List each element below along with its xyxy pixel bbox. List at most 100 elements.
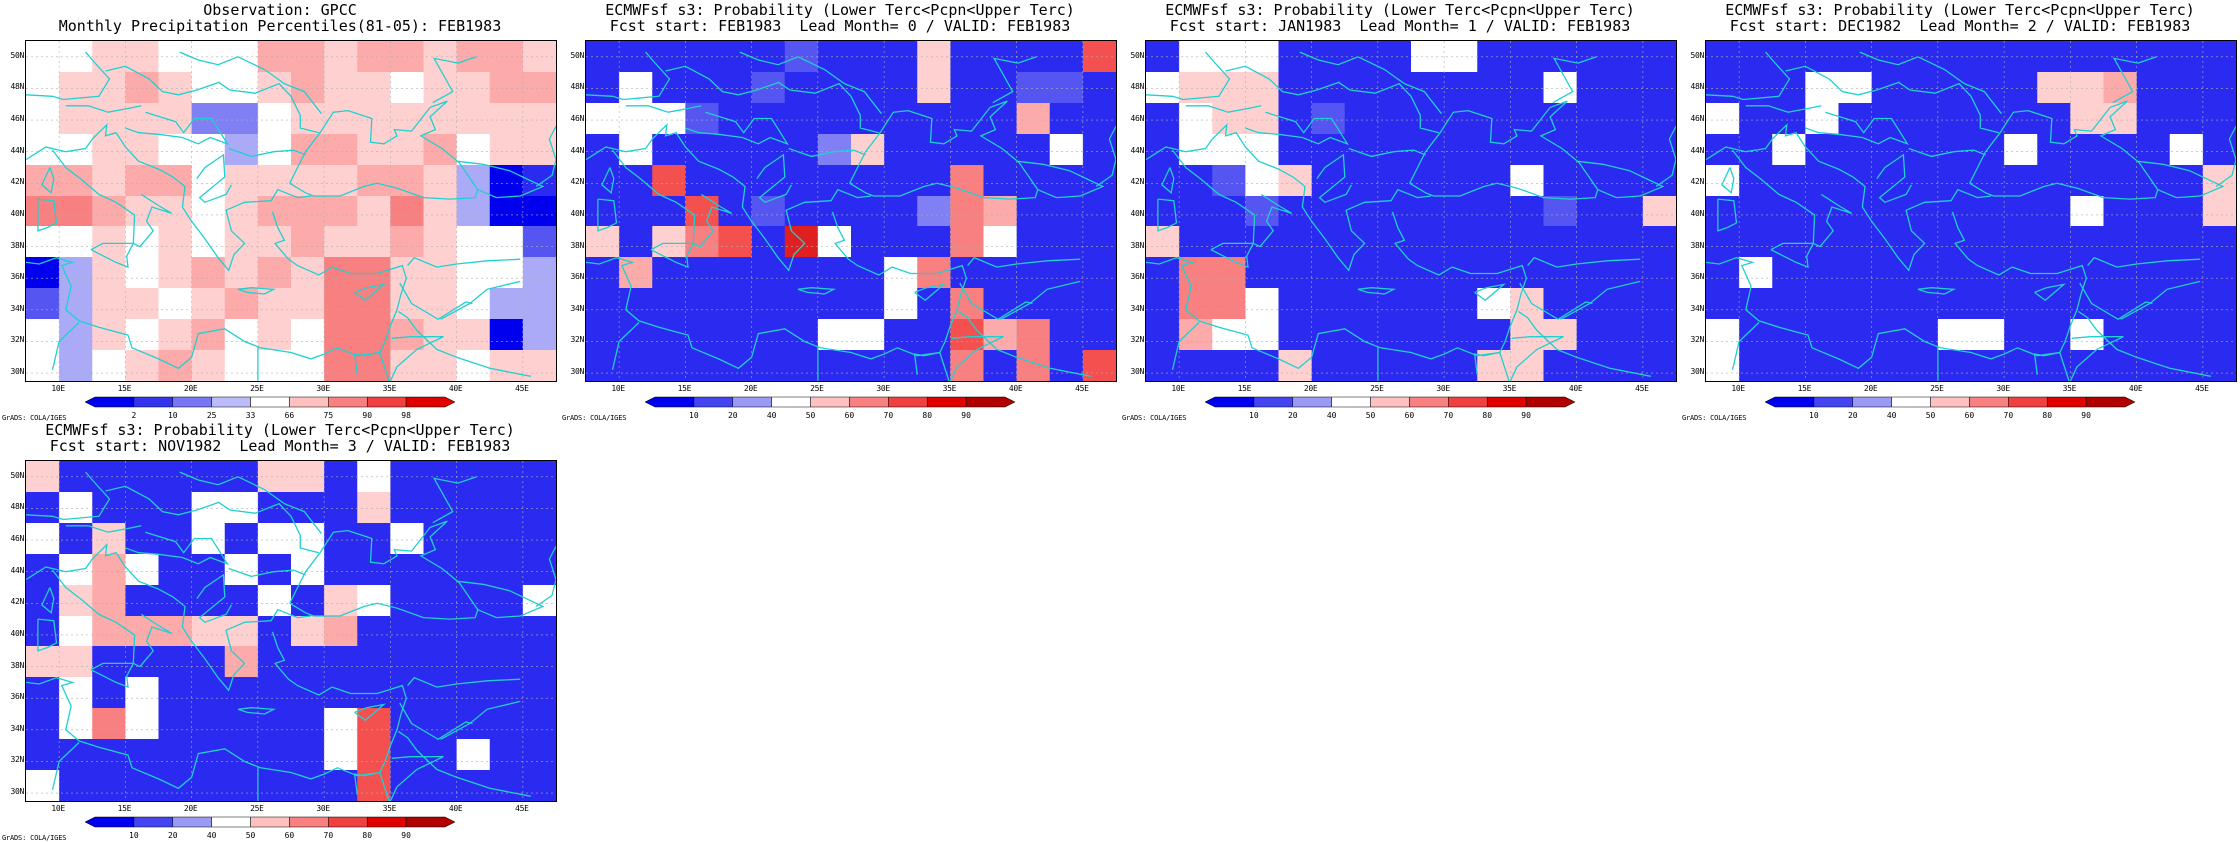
grid-cell <box>1871 288 1906 320</box>
grid-cell <box>92 257 126 289</box>
grid-cell <box>257 677 292 709</box>
grid-cell <box>59 616 93 647</box>
lat-tick-label: 42N <box>1690 177 1704 187</box>
grid-cell <box>1510 288 1545 320</box>
lon-tick-label: 35E <box>942 384 957 393</box>
grid-cell <box>257 134 292 166</box>
lon-tick-label: 45E <box>515 804 529 813</box>
lat-tick-label: 32N <box>10 335 24 345</box>
coastline <box>26 543 311 692</box>
grid-cell <box>324 319 358 351</box>
grid-cell <box>2070 196 2105 227</box>
lon-tick-label: 25E <box>810 384 824 393</box>
grid-cell <box>357 103 391 135</box>
coastline <box>1316 153 1352 204</box>
colorbar-segment <box>405 396 455 408</box>
lon-tick-label: 45E <box>1075 384 1089 393</box>
grid-cell <box>92 708 126 740</box>
grid-cell <box>751 72 786 104</box>
colorbar-label: 20 <box>727 411 738 420</box>
lon-tick-label: 35E <box>1502 384 1517 393</box>
coastline <box>1409 100 1599 200</box>
lat-tick-label: 44N <box>10 565 24 575</box>
coastline <box>65 105 142 113</box>
grid-cell <box>26 523 60 555</box>
grid-cell <box>125 319 160 351</box>
grid-cell <box>224 165 259 197</box>
lon-tick-label: 25E <box>1930 384 1944 393</box>
grid-cell <box>1871 134 1906 166</box>
colorbar-segment <box>2046 396 2087 408</box>
grid-cell <box>2004 196 2038 227</box>
grid-cell <box>1871 319 1906 351</box>
grid-cell <box>817 226 852 258</box>
coastline <box>1908 147 1986 158</box>
grid-cell <box>158 257 193 289</box>
grid-cell <box>2169 288 2204 320</box>
grid-cell <box>158 739 193 771</box>
lon-tick-label: 15E <box>1237 384 1252 393</box>
grid-cell <box>2202 134 2236 166</box>
grid-cell <box>92 196 126 227</box>
grid-cell <box>1212 165 1246 197</box>
grid-cell <box>92 616 126 647</box>
grid-cell <box>522 72 556 104</box>
grid-cell <box>784 350 819 381</box>
grid-cell <box>324 72 358 104</box>
colorbar-segment <box>85 816 135 828</box>
grid-cell <box>1477 72 1511 104</box>
grid-cell <box>522 257 556 289</box>
grid-cell <box>1049 196 1084 227</box>
grid-cell <box>1179 226 1213 258</box>
grid-cell <box>489 134 524 166</box>
grid-cell <box>1642 103 1676 135</box>
grid-cell <box>257 708 292 740</box>
grid-cell <box>851 288 885 320</box>
grid-cell <box>2070 226 2105 258</box>
coastline <box>788 147 866 158</box>
grid-cell <box>423 226 458 258</box>
grid-cell <box>1146 72 1180 104</box>
colorbar <box>645 396 1015 408</box>
grid-cell <box>125 350 160 381</box>
grid-cell <box>2070 288 2105 320</box>
colorbar-segment <box>289 816 329 828</box>
grid-cell <box>357 257 391 289</box>
grid-cell <box>489 646 524 678</box>
coastline <box>217 501 319 554</box>
grid-cell <box>1016 134 1051 166</box>
lon-tick-label: 25E <box>250 384 264 393</box>
coastline <box>399 702 473 741</box>
grid-cell <box>423 257 458 289</box>
grid-cell <box>1576 72 1611 104</box>
lat-tick-label: 42N <box>570 177 584 187</box>
grid-cell <box>158 646 193 678</box>
colorbar-label: 90 <box>362 411 373 420</box>
grid-cell <box>324 646 358 678</box>
coastline <box>957 310 1091 377</box>
coastline <box>2120 280 2201 320</box>
grid-cell <box>224 350 259 381</box>
coastline <box>756 153 792 204</box>
grid-cell <box>1871 350 1906 381</box>
grid-cell <box>2169 196 2204 227</box>
lon-tick-label: 20E <box>743 384 758 393</box>
lon-tick-label: 25E <box>250 804 264 813</box>
grid-cell <box>1838 257 1873 289</box>
grid-cell <box>2202 165 2236 197</box>
grid-cell <box>26 72 60 104</box>
grid-cell <box>522 646 556 678</box>
grid-cell <box>423 646 458 678</box>
grid-cell <box>257 739 292 771</box>
grid-cell <box>718 257 753 289</box>
coastline <box>1770 242 1815 269</box>
grid-cell <box>1904 103 1939 135</box>
grid-cell <box>1642 226 1676 258</box>
coastline <box>456 580 545 619</box>
grid-cell <box>423 165 458 197</box>
grid-cell <box>456 226 491 258</box>
colorbar <box>85 816 455 828</box>
grid-cell <box>1971 226 2005 258</box>
coastline <box>2136 160 2225 199</box>
colorbar-label: 80 <box>1482 411 1493 420</box>
